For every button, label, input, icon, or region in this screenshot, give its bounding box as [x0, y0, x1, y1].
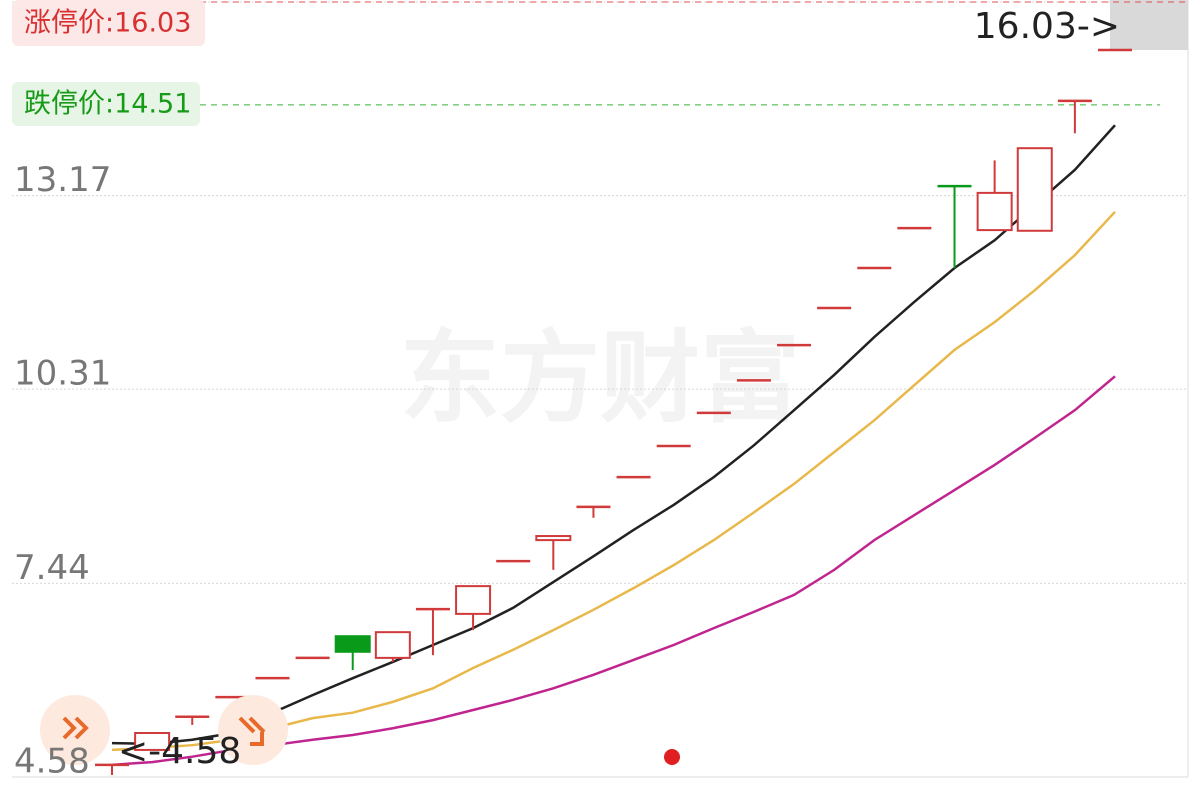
price-marker-box: [1110, 0, 1188, 50]
limit-down-label: 跌停价:14.51: [24, 89, 191, 120]
labels: 4.587.4410.3113.1716.03涨停价:16.03跌停价:14.5…: [12, 0, 1120, 782]
candle-body: [374, 631, 411, 659]
y-tick-label: 4.58: [14, 742, 90, 782]
limit-down-badge: [12, 82, 200, 126]
signal-chevrons: [62, 716, 89, 740]
candle-body: [334, 635, 371, 653]
y-tick-label: 7.44: [14, 548, 90, 588]
limit-up-badge: [12, 0, 205, 46]
limit-up-label: 涨停价:16.03: [24, 8, 191, 39]
candle-body: [535, 535, 572, 542]
candle-body: [976, 191, 1013, 232]
candle-body: [134, 732, 171, 751]
min-label: <-4.58: [118, 731, 241, 772]
y-tick-label: 10.31: [14, 354, 111, 394]
watermark: 东方财富: [400, 319, 800, 436]
y-tick-label: 13.17: [14, 160, 111, 200]
signal-icon: [40, 695, 110, 765]
candle-body: [455, 585, 492, 615]
max-label: 16.03->: [974, 6, 1120, 47]
signal-arrow: [238, 716, 266, 746]
event-dot: [664, 749, 680, 765]
moving-average: [111, 210, 1116, 752]
candle-body: [1016, 147, 1053, 232]
